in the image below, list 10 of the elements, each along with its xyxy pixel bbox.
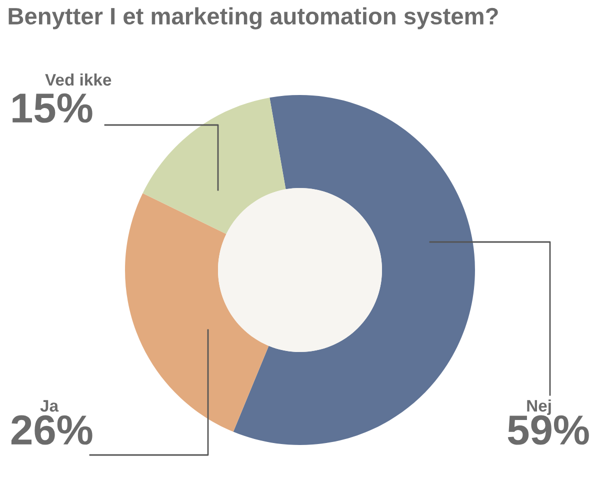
- data-label: 26%: [11, 415, 92, 445]
- slice-label: Ved ikke: [45, 73, 112, 86]
- chart-title: Benytter I et marketing automation system?: [8, 7, 498, 30]
- data-label: 15%: [12, 93, 92, 123]
- donut-slice: [233, 95, 475, 445]
- slice-label: Ja: [40, 400, 59, 412]
- donut-slice: [125, 193, 269, 432]
- donut-slice: [142, 98, 286, 234]
- data-label: 59%: [508, 415, 589, 445]
- slice-label: Nej: [527, 399, 551, 415]
